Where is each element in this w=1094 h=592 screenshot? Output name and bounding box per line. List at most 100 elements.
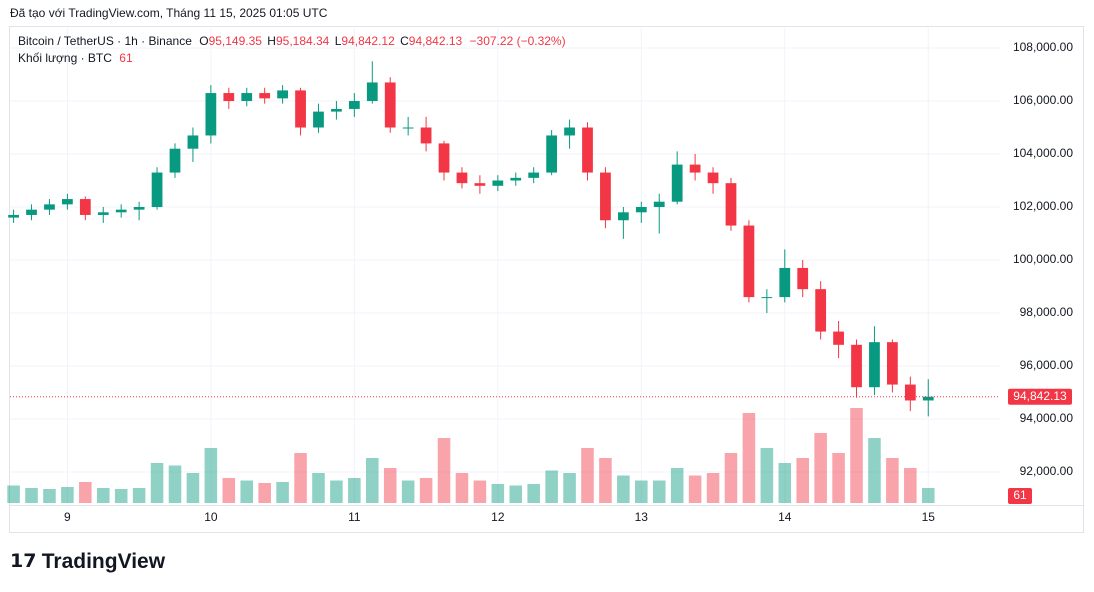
- candle-body: [492, 180, 504, 186]
- candle-body: [743, 225, 755, 298]
- volume-bar: [240, 480, 254, 503]
- ohlc-key: L: [335, 34, 342, 48]
- volume-bar: [330, 480, 343, 503]
- candle-body: [869, 342, 880, 388]
- volume-bar: [509, 485, 523, 503]
- y-tick-label: 100,000.00: [1013, 252, 1073, 266]
- ohlc-value: 95,184.34: [276, 34, 330, 48]
- axes: 92,000.00 94,000.00 96,000.00 98,000.00 100,…: [10, 40, 1083, 524]
- logo-text: TradingView: [42, 550, 166, 573]
- volume-bar: [258, 483, 271, 503]
- logo-mark: 𝟭𝟳: [10, 551, 42, 572]
- ohlc-value: 95,149.35: [209, 34, 263, 48]
- candle-body: [707, 172, 719, 184]
- y-tick-label: 98,000.00: [1020, 305, 1074, 319]
- volume-bar: [383, 468, 397, 503]
- candle-body: [528, 172, 540, 178]
- volume-bar: [581, 448, 594, 503]
- ohlc-value: 94,842.12: [341, 34, 395, 48]
- x-tick-label: 11: [348, 510, 361, 524]
- candle-body: [187, 135, 199, 149]
- candle-body: [546, 135, 558, 173]
- volume-label: Khối lượng · BTC: [18, 51, 112, 65]
- volume-bar: [168, 465, 182, 503]
- candle-body: [241, 93, 253, 102]
- volume-bar: [96, 488, 110, 503]
- candle-body: [79, 199, 91, 215]
- y-tick-label: 108,000.00: [1013, 40, 1073, 54]
- volume-bar: [921, 488, 935, 503]
- y-tick-label: 102,000.00: [1013, 199, 1073, 213]
- volume-bar: [437, 438, 451, 503]
- x-tick-label: 12: [491, 510, 505, 524]
- volume-bar: [563, 473, 576, 503]
- volume-bar: [25, 488, 38, 503]
- candle-body: [887, 342, 898, 385]
- volume-pane: [7, 408, 935, 503]
- y-tick-label: 92,000.00: [1020, 464, 1074, 478]
- volume-bar: [688, 475, 702, 503]
- volume-bar: [43, 489, 56, 503]
- ohlc-key: C: [400, 34, 409, 48]
- y-tick-label: 96,000.00: [1020, 358, 1074, 372]
- candle-body: [313, 111, 324, 128]
- x-tick-label: 13: [635, 510, 649, 524]
- logo: 𝟭𝟳 TradingView: [10, 550, 166, 573]
- candle-body: [797, 267, 809, 290]
- chart-frame: [9, 26, 1084, 533]
- volume-bar: [348, 478, 361, 503]
- candle-body: [259, 93, 271, 99]
- y-tick-label: 106,000.00: [1013, 93, 1073, 107]
- volume-bar: [778, 463, 792, 503]
- volume-bar: [832, 453, 845, 503]
- candle-body: [26, 209, 37, 215]
- volume-bar: [796, 458, 809, 503]
- candle-body: [600, 172, 611, 221]
- candle-body: [815, 289, 827, 332]
- volume-bar: [473, 480, 487, 503]
- candle-body: [671, 164, 683, 202]
- candle-body: [474, 183, 486, 186]
- volume-bar: [527, 484, 540, 503]
- symbol: Bitcoin / TetherUS · 1h · Binance: [18, 34, 192, 48]
- candle-body: [331, 108, 342, 112]
- candle-body: [689, 164, 701, 173]
- volume-bar: [419, 478, 433, 503]
- candle-body: [366, 82, 378, 102]
- candle-body: [779, 267, 791, 298]
- volume-value: 61: [119, 51, 133, 65]
- volume-bar: [706, 473, 720, 503]
- ohlc-key: O: [199, 34, 208, 48]
- volume-badge-label: 61: [1013, 488, 1027, 502]
- x-tick-label: 10: [204, 510, 218, 524]
- candle-body: [420, 127, 432, 144]
- volume-bar: [599, 458, 612, 503]
- volume-bar: [760, 448, 774, 503]
- legend-line: Bitcoin / TetherUS · 1h · Binance O95,14…: [18, 34, 566, 48]
- volume-bar: [670, 468, 684, 503]
- candle-body: [617, 212, 629, 221]
- candle-body: [582, 127, 593, 173]
- last-price-label: 94,842.13: [1013, 389, 1067, 403]
- candle-body: [223, 93, 235, 102]
- change: −307.22 (−0.32%): [470, 34, 566, 48]
- candle-body: [402, 127, 414, 129]
- x-tick-label: 14: [778, 510, 792, 524]
- volume-bar: [132, 488, 146, 503]
- volume-bar: [455, 473, 469, 503]
- x-tick-label: 9: [64, 510, 71, 524]
- volume-bar: [79, 482, 92, 503]
- volume-bar: [724, 453, 738, 503]
- candle-body: [348, 101, 360, 109]
- volume-bar: [491, 484, 505, 503]
- candle-body: [277, 90, 288, 99]
- ohlc-key: H: [267, 34, 276, 48]
- candle-body: [205, 93, 217, 136]
- candle-body: [8, 214, 19, 218]
- volume-bar: [114, 489, 128, 503]
- volume-bar: [204, 448, 218, 503]
- candle-body: [761, 297, 773, 299]
- volume-bar: [276, 482, 289, 503]
